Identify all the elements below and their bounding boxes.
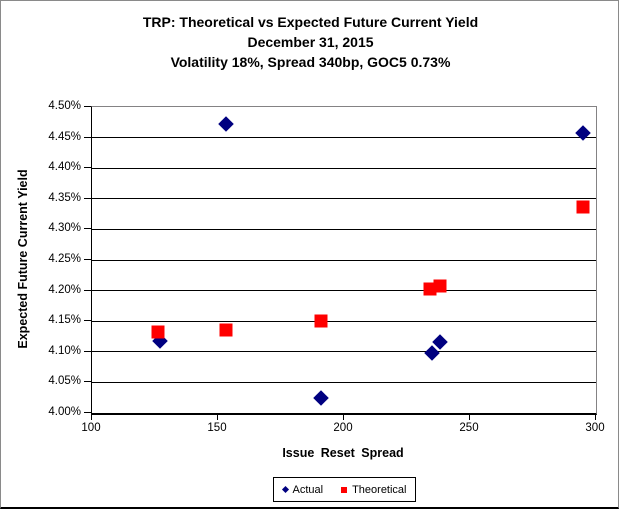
data-point-theoretical <box>314 314 328 328</box>
data-point-actual <box>313 389 330 406</box>
y-tick-mark <box>84 197 91 199</box>
y-tick-label: 4.00% <box>48 406 81 418</box>
data-point-theoretical <box>423 282 437 296</box>
legend-label-theoretical: Theoretical <box>352 483 407 496</box>
chart-title-line1: TRP: Theoretical vs Expected Future Curr… <box>142 14 479 30</box>
y-tick-label: 4.30% <box>48 222 81 235</box>
y-tick-label: 4.15% <box>48 314 81 327</box>
x-tick-mark <box>217 414 218 420</box>
y-tick-mark <box>84 320 91 322</box>
gridline <box>92 290 596 292</box>
x-tick-label: 100 <box>81 422 101 434</box>
x-tick-label: 250 <box>459 422 479 434</box>
y-tick-mark <box>84 167 91 169</box>
x-tick-label: 150 <box>207 422 227 434</box>
data-point-actual <box>575 124 592 141</box>
gridline <box>92 137 596 139</box>
y-tick-mark <box>84 381 91 383</box>
legend-item-actual: Actual <box>281 483 324 496</box>
x-axis-title: Issue Reset Spread <box>282 446 404 460</box>
y-tick-mark <box>84 412 91 413</box>
data-point-theoretical <box>576 200 590 214</box>
y-tick-label: 4.05% <box>48 375 81 388</box>
y-tick-mark <box>84 259 91 260</box>
gridline <box>92 259 596 261</box>
gridline <box>92 320 596 322</box>
y-tick-label: 4.20% <box>48 283 81 296</box>
gridline <box>92 167 596 169</box>
x-tick-mark <box>595 414 596 420</box>
theoretical-square-icon <box>341 486 348 493</box>
y-axis-title-text: Expected Future Current Yield <box>16 169 30 349</box>
data-point-theoretical <box>219 323 233 337</box>
chart-title-line2: December 31, 2015 <box>247 34 374 50</box>
actual-diamond-icon <box>281 485 289 494</box>
x-tick-mark <box>91 414 92 420</box>
legend: Actual Theoretical <box>273 477 416 502</box>
y-tick-label: 4.50% <box>48 100 81 112</box>
legend-item-theoretical: Theoretical <box>341 483 407 496</box>
y-tick-label: 4.45% <box>48 130 81 143</box>
y-tick-mark <box>84 350 91 352</box>
x-tick-mark <box>343 414 344 420</box>
chart-title-line3: Volatility 18%, Spread 340bp, GOC5 0.73% <box>170 54 451 70</box>
y-tick-mark <box>84 136 91 138</box>
gridline <box>92 351 596 353</box>
data-point-theoretical <box>151 325 165 339</box>
legend-label-actual: Actual <box>292 483 324 496</box>
gridline <box>92 381 596 383</box>
y-tick-label: 4.25% <box>48 253 81 265</box>
y-tick-mark <box>84 106 91 107</box>
y-tick-label: 4.10% <box>48 344 81 357</box>
chart-title-block: TRP: Theoretical vs Expected Future Curr… <box>1 12 618 72</box>
data-point-actual <box>217 116 234 132</box>
y-tick-mark <box>84 228 91 230</box>
gridline <box>92 228 596 230</box>
plot-area <box>91 106 597 415</box>
gridline <box>92 198 596 200</box>
y-tick-label: 4.35% <box>48 191 81 204</box>
y-tick-label: 4.40% <box>48 161 81 174</box>
data-point-theoretical <box>433 279 447 293</box>
x-tick-label: 200 <box>333 422 353 434</box>
x-tick-label: 300 <box>585 422 605 434</box>
x-tick-mark <box>469 414 470 420</box>
y-tick-mark <box>84 289 91 291</box>
